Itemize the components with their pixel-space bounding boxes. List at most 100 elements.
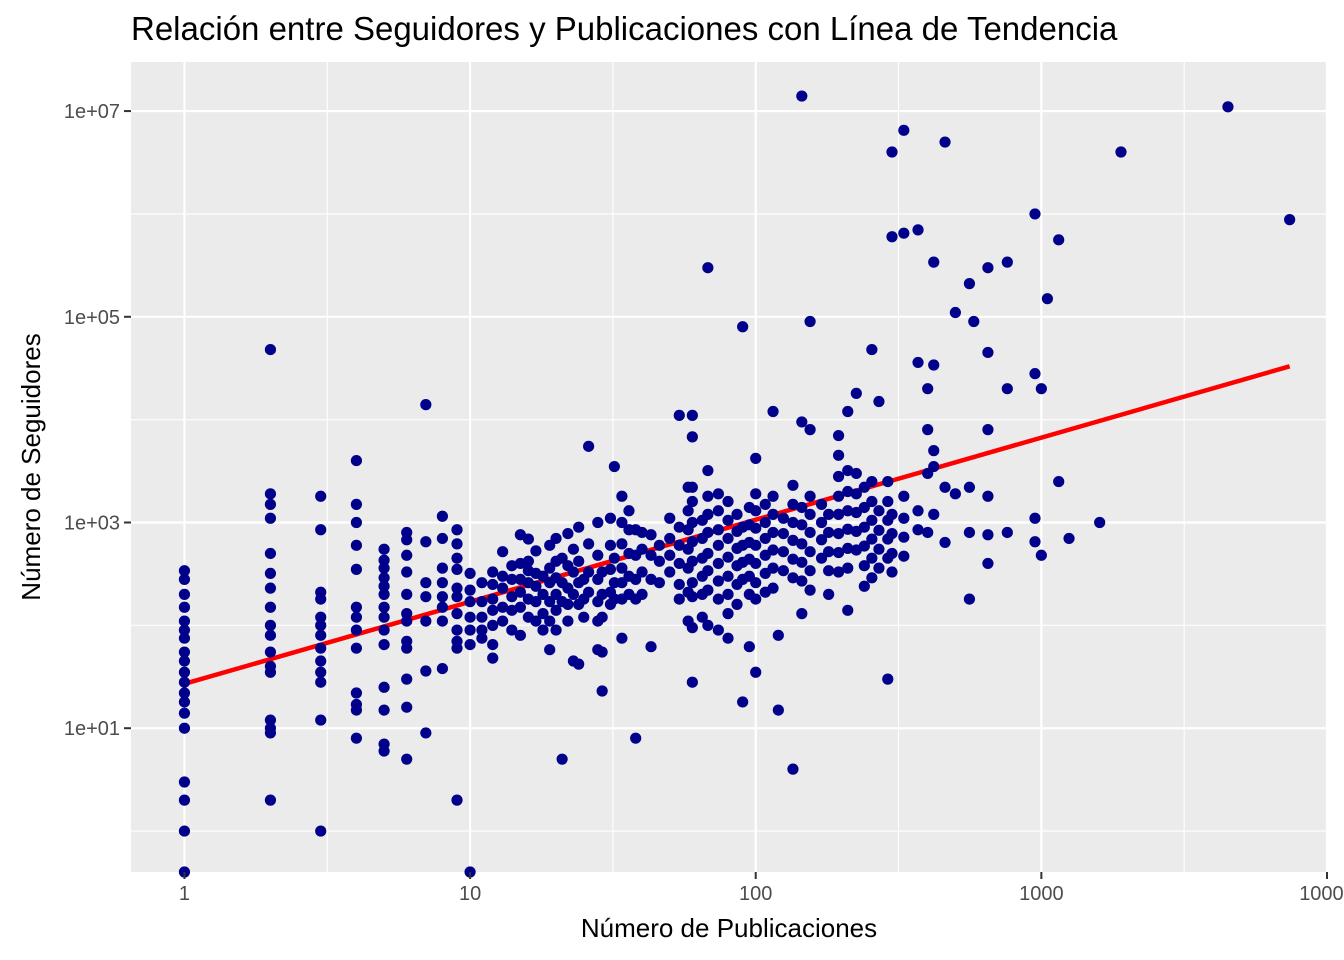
data-point	[616, 538, 628, 550]
data-point	[686, 622, 698, 634]
data-point	[476, 596, 488, 608]
data-point	[767, 562, 779, 574]
data-point	[506, 604, 518, 616]
data-point	[750, 557, 762, 570]
data-point	[949, 306, 961, 319]
data-point	[264, 567, 277, 579]
data-point	[767, 544, 779, 556]
data-point	[264, 488, 277, 500]
data-point	[842, 604, 854, 616]
data-point	[350, 687, 363, 699]
data-point	[737, 696, 749, 708]
data-point	[866, 572, 878, 584]
data-point	[451, 642, 463, 654]
data-point	[832, 429, 845, 442]
data-point	[623, 505, 635, 517]
data-point	[544, 615, 556, 627]
data-point	[750, 539, 762, 551]
data-point	[645, 549, 657, 561]
data-point	[886, 508, 898, 520]
data-point	[777, 512, 790, 524]
data-point	[804, 508, 816, 520]
data-point	[1222, 101, 1234, 113]
data-point	[850, 387, 862, 399]
data-point	[922, 383, 934, 395]
data-point	[702, 584, 714, 596]
data-point	[702, 565, 714, 577]
data-point	[514, 601, 526, 613]
data-point	[712, 557, 724, 570]
data-point	[264, 343, 277, 356]
data-point	[562, 598, 574, 610]
data-point	[866, 552, 878, 564]
data-point	[378, 681, 390, 693]
data-point	[750, 452, 762, 464]
data-point	[567, 566, 580, 578]
data-point	[544, 644, 556, 656]
plot-panel	[131, 62, 1327, 872]
data-point	[842, 464, 854, 477]
data-point	[842, 485, 854, 498]
data-point	[712, 524, 724, 536]
data-point	[636, 588, 648, 600]
data-point	[530, 596, 542, 608]
data-point	[616, 490, 628, 502]
data-point	[702, 464, 714, 477]
data-point	[636, 543, 648, 555]
data-point	[1035, 549, 1047, 561]
data-point	[815, 534, 828, 546]
chart-title: Relación entre Seguidores y Publicacione…	[131, 10, 1118, 47]
data-point	[604, 563, 617, 575]
trend-line	[183, 364, 1291, 687]
data-point	[737, 321, 749, 333]
data-point	[436, 577, 448, 589]
data-point	[804, 546, 816, 558]
data-point	[912, 505, 924, 517]
data-point	[178, 722, 191, 734]
data-point	[858, 521, 870, 533]
data-point	[592, 516, 604, 529]
data-point	[315, 714, 327, 726]
data-point	[567, 588, 580, 600]
data-point	[596, 611, 608, 623]
data-point	[522, 533, 534, 545]
data-point	[264, 582, 277, 594]
data-point	[464, 567, 476, 579]
data-point	[823, 565, 835, 577]
data-point	[1001, 256, 1013, 268]
data-point	[1029, 368, 1041, 380]
data-point	[487, 638, 499, 651]
data-point	[573, 555, 585, 567]
data-point	[630, 573, 642, 585]
data-point	[939, 536, 951, 549]
data-point	[873, 524, 885, 536]
data-point	[664, 512, 676, 524]
data-point	[722, 551, 734, 563]
y-tick-label: 1e+05	[64, 307, 120, 329]
data-point	[873, 505, 885, 517]
data-point	[420, 536, 432, 548]
grid-lines	[131, 62, 1329, 872]
data-point	[722, 608, 734, 620]
data-point	[573, 521, 585, 533]
data-point	[750, 505, 762, 517]
data-point	[378, 554, 390, 566]
data-point	[350, 611, 363, 623]
data-points	[178, 90, 1296, 878]
data-point	[420, 727, 432, 739]
data-point	[350, 516, 363, 529]
data-point	[401, 588, 413, 600]
data-point	[767, 490, 779, 502]
data-point	[1035, 383, 1047, 395]
data-point	[592, 549, 604, 561]
data-point	[451, 582, 463, 594]
data-point	[866, 343, 878, 356]
data-point	[702, 547, 714, 560]
data-point	[264, 629, 277, 641]
data-point	[436, 562, 448, 574]
data-point	[264, 727, 277, 739]
data-point	[686, 481, 698, 493]
data-point	[815, 552, 828, 564]
data-point	[832, 449, 845, 461]
data-point	[750, 593, 762, 605]
